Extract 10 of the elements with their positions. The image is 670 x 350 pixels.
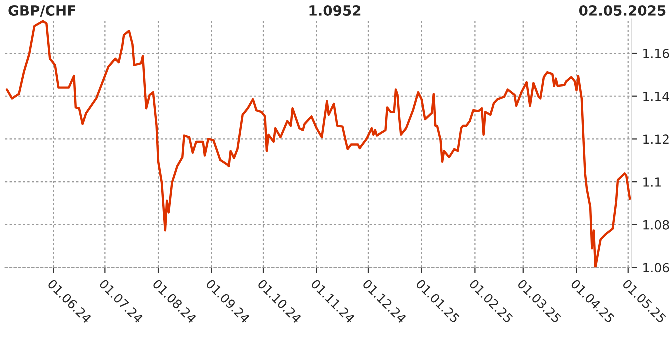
text: 1.0952 (310, 5, 361, 16)
chart-title: GBP/CHF (8, 5, 76, 18)
y-tick-label: 1.12 (644, 134, 669, 144)
y-tick-label: 1.08 (644, 220, 670, 230)
y-tick-label: 1.16 (644, 49, 670, 58)
y-tick-label: 1.14 (644, 92, 670, 102)
text: 02.05.2025 (579, 5, 666, 16)
y-tick-label: 1.1 (644, 178, 661, 187)
line-series (6, 20, 632, 268)
y-tick-label: 1.06 (644, 263, 670, 273)
